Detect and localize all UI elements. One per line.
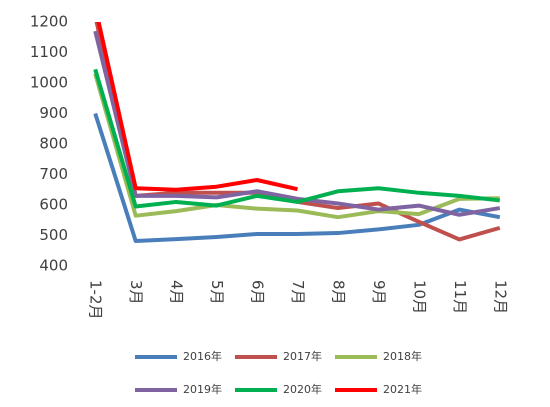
y-tick-label: 600 — [39, 196, 68, 214]
x-tick-label: 12月 — [491, 280, 509, 314]
legend-label: 2017年 — [283, 349, 322, 363]
y-tick-label: 1100 — [30, 43, 68, 61]
x-tick-label: 4月 — [168, 280, 186, 305]
legend-label: 2016年 — [183, 349, 222, 363]
x-tick-label: 8月 — [329, 280, 347, 305]
y-tick-label: 800 — [39, 135, 68, 153]
legend-label: 2021年 — [383, 382, 422, 396]
series-line — [96, 22, 298, 192]
y-tick-label: 400 — [39, 257, 68, 275]
legend-label: 2019年 — [183, 382, 222, 396]
y-tick-label: 900 — [39, 104, 68, 122]
x-tick-label: 1-2月 — [87, 280, 105, 320]
series-line — [93, 68, 500, 209]
x-tick-label: 10月 — [410, 280, 428, 314]
x-tick-label: 11月 — [451, 280, 469, 314]
legend-label: 2020年 — [283, 382, 322, 396]
series-line — [93, 30, 501, 217]
y-tick-label: 1200 — [30, 13, 68, 31]
x-tick-label: 7月 — [289, 280, 307, 305]
series-line — [93, 112, 501, 243]
x-tick-label: 3月 — [127, 280, 145, 305]
x-tick-label: 9月 — [370, 280, 388, 305]
y-tick-label: 700 — [39, 165, 68, 183]
legend-label: 2018年 — [383, 349, 422, 363]
x-tick-label: 6月 — [249, 280, 267, 305]
y-tick-label: 500 — [39, 226, 68, 244]
y-tick-label: 1000 — [30, 74, 68, 92]
x-tick-label: 5月 — [208, 280, 226, 305]
